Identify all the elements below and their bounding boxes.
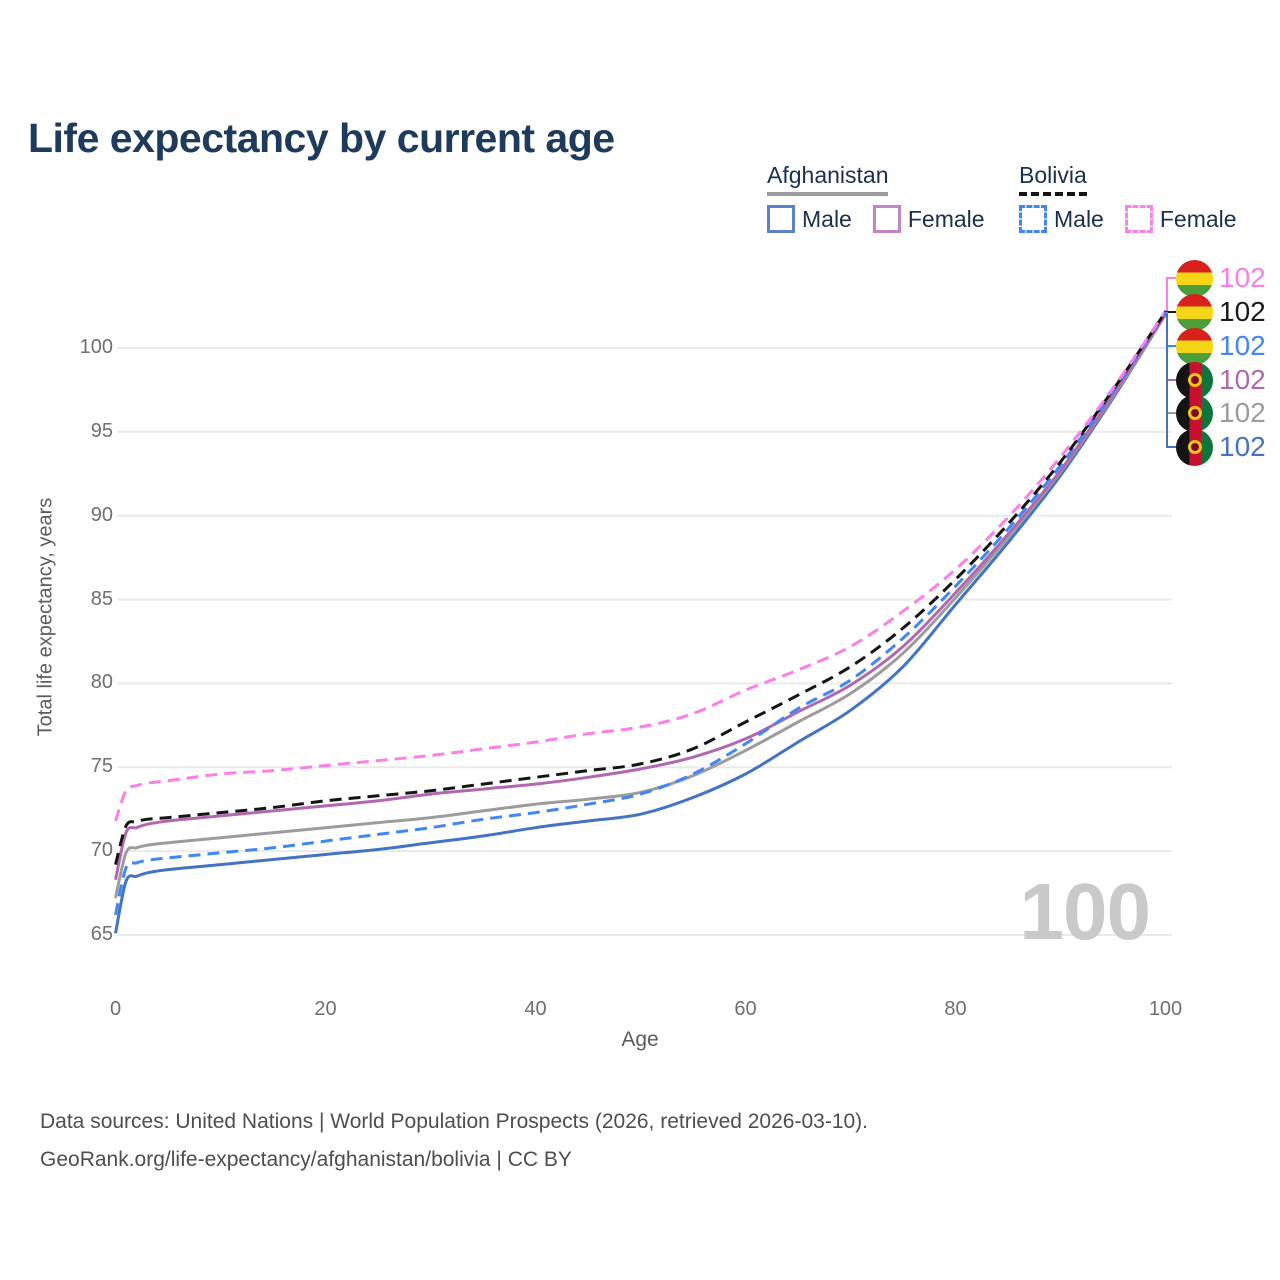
y-tick-label-85: 85 xyxy=(90,587,113,610)
page-title: Life expectancy by current age xyxy=(28,115,615,162)
legend-items-bolivia: Male Female xyxy=(1019,205,1237,233)
end-label-afghanistan-male[interactable]: 102 xyxy=(1176,428,1266,466)
y-tick-label-80: 80 xyxy=(90,671,113,694)
legend-header-afghanistan[interactable]: Afghanistan xyxy=(767,162,889,196)
end-label-bolivia-male[interactable]: 102 xyxy=(1176,327,1266,365)
x-tick-label-80: 80 xyxy=(944,998,967,1020)
end-label-value: 102 xyxy=(1219,431,1266,462)
legend-item-bolivia-male[interactable]: Male xyxy=(1019,205,1104,233)
x-axis-title: Age xyxy=(621,1028,659,1051)
afghanistan-flag-icon xyxy=(1176,361,1213,399)
legend-items-afghanistan: Male Female xyxy=(767,205,985,233)
y-tick-label-70: 70 xyxy=(90,839,113,862)
legend-label-bolivia-male: Male xyxy=(1054,205,1104,232)
legend-item-bolivia-female[interactable]: Female xyxy=(1124,205,1237,233)
leader-line-bolivia-male xyxy=(1164,311,1176,347)
x-tick-label-0: 0 xyxy=(109,998,122,1020)
legend-label-afghanistan-female: Female xyxy=(907,205,985,232)
legend-item-afghanistan-male[interactable]: Male xyxy=(767,205,852,233)
x-tick-label-40: 40 xyxy=(524,998,547,1020)
end-label-value: 102 xyxy=(1219,364,1266,395)
series-line-bolivia-male[interactable] xyxy=(114,311,1167,916)
y-tick-label-100: 100 xyxy=(79,336,113,358)
legend-group-afghanistan: Afghanistan Male Female xyxy=(767,162,985,233)
end-label-value: 102 xyxy=(1219,262,1266,293)
y-tick-label-95: 95 xyxy=(90,419,113,442)
end-label-afghanistan-female[interactable]: 102 xyxy=(1176,361,1266,399)
leader-line-bolivia-female xyxy=(1164,277,1176,313)
y-tick-label-65: 65 xyxy=(90,923,113,945)
series-line-bolivia-female[interactable] xyxy=(114,310,1167,822)
end-label-value: 102 xyxy=(1219,296,1266,327)
series-line-bolivia-both-sexes[interactable] xyxy=(114,311,1167,865)
x-tick-label-60: 60 xyxy=(734,998,757,1020)
legend-swatch-bolivia-male-icon xyxy=(1019,205,1047,233)
x-tick-label-20: 20 xyxy=(314,998,337,1020)
leader-line-afghanistan-male xyxy=(1164,313,1176,448)
y-tick-label-90: 90 xyxy=(90,503,113,526)
y-tick-label-75: 75 xyxy=(90,755,113,778)
legend-swatch-afghanistan-male-icon xyxy=(767,205,795,233)
end-label-value: 102 xyxy=(1219,397,1266,428)
bolivia-flag-icon xyxy=(1176,259,1213,297)
source-line-1: Data sources: United Nations | World Pop… xyxy=(40,1110,869,1133)
end-label-bolivia-female[interactable]: 102 xyxy=(1176,259,1266,297)
afghanistan-flag-icon xyxy=(1176,428,1213,466)
source-line-2[interactable]: GeoRank.org/life-expectancy/afghanistan/… xyxy=(40,1148,572,1171)
legend-header-bolivia[interactable]: Bolivia xyxy=(1019,162,1087,196)
series-line-afghanistan-female[interactable] xyxy=(114,312,1167,881)
series-line-afghanistan-male[interactable] xyxy=(114,313,1167,934)
legend-group-bolivia: Bolivia Male Female xyxy=(1019,162,1237,233)
legend-label-afghanistan-male: Male xyxy=(802,205,852,232)
y-axis-title: Total life expectancy, years xyxy=(34,497,57,737)
x-tick-label-100: 100 xyxy=(1148,998,1183,1020)
afghanistan-flag-icon xyxy=(1176,394,1213,432)
end-label-afghanistan-both-sexes[interactable]: 102 xyxy=(1176,394,1266,432)
bolivia-flag-icon xyxy=(1176,293,1213,331)
legend-item-afghanistan-female[interactable]: Female xyxy=(872,205,985,233)
leader-line-afghanistan-both-sexes xyxy=(1164,313,1176,414)
end-label-value: 102 xyxy=(1219,330,1266,361)
end-label-bolivia-both-sexes[interactable]: 102 xyxy=(1176,293,1266,331)
series-line-afghanistan-both-sexes[interactable] xyxy=(114,313,1167,899)
source-footer: Data sources: United Nations | World Pop… xyxy=(40,1103,868,1179)
legend-swatch-afghanistan-female-icon xyxy=(872,205,901,233)
age-watermark: 100 xyxy=(1019,867,1151,956)
legend-swatch-bolivia-female-icon xyxy=(1124,205,1153,233)
legend-label-bolivia-female: Female xyxy=(1159,205,1237,232)
bolivia-flag-icon xyxy=(1176,327,1213,365)
